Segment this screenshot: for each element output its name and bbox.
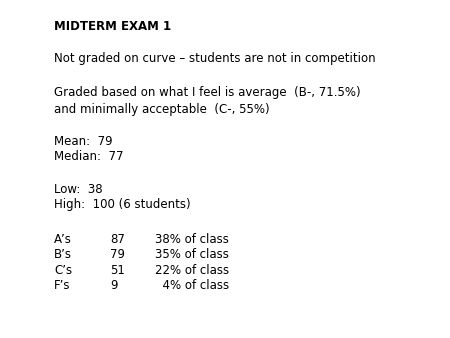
Text: 22% of class: 22% of class <box>155 264 230 276</box>
Text: 51: 51 <box>110 264 125 276</box>
Text: 35% of class: 35% of class <box>155 248 229 261</box>
Text: A’s: A’s <box>54 233 72 246</box>
Text: Mean:  79: Mean: 79 <box>54 135 112 148</box>
Text: and minimally acceptable  (C-, 55%): and minimally acceptable (C-, 55%) <box>54 103 270 116</box>
Text: Low:  38: Low: 38 <box>54 183 103 195</box>
Text: 38% of class: 38% of class <box>155 233 229 246</box>
Text: 4% of class: 4% of class <box>155 279 230 292</box>
Text: Not graded on curve – students are not in competition: Not graded on curve – students are not i… <box>54 52 376 65</box>
Text: Median:  77: Median: 77 <box>54 150 123 163</box>
Text: 79: 79 <box>110 248 125 261</box>
Text: F’s: F’s <box>54 279 71 292</box>
Text: MIDTERM EXAM 1: MIDTERM EXAM 1 <box>54 20 171 33</box>
Text: C’s: C’s <box>54 264 72 276</box>
Text: High:  100 (6 students): High: 100 (6 students) <box>54 198 191 211</box>
Text: 87: 87 <box>110 233 125 246</box>
Text: B’s: B’s <box>54 248 72 261</box>
Text: 9: 9 <box>110 279 118 292</box>
Text: Graded based on what I feel is average  (B-, 71.5%): Graded based on what I feel is average (… <box>54 86 360 99</box>
